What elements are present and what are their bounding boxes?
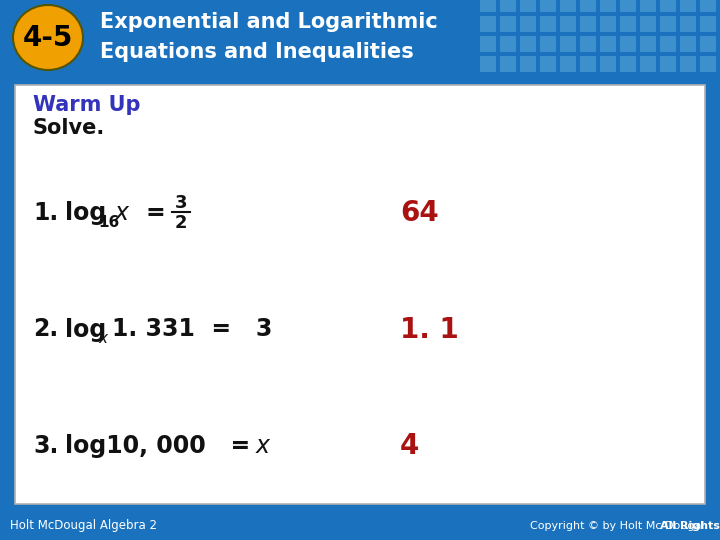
FancyBboxPatch shape [560, 16, 576, 32]
FancyBboxPatch shape [620, 0, 636, 12]
Text: $x$  =: $x$ = [114, 201, 164, 225]
Text: $x$: $x$ [255, 434, 271, 458]
FancyBboxPatch shape [0, 0, 720, 75]
FancyBboxPatch shape [660, 16, 676, 32]
FancyBboxPatch shape [520, 16, 536, 32]
FancyBboxPatch shape [640, 36, 656, 52]
FancyBboxPatch shape [540, 16, 556, 32]
FancyBboxPatch shape [620, 56, 636, 72]
Text: 2.: 2. [33, 318, 58, 341]
Text: 4: 4 [400, 432, 419, 460]
FancyBboxPatch shape [680, 16, 696, 32]
FancyBboxPatch shape [620, 16, 636, 32]
FancyBboxPatch shape [500, 16, 516, 32]
Text: 2: 2 [175, 214, 187, 232]
Text: Warm Up: Warm Up [33, 95, 140, 115]
FancyBboxPatch shape [500, 56, 516, 72]
Text: Equations and Inequalities: Equations and Inequalities [100, 42, 414, 62]
FancyBboxPatch shape [700, 0, 716, 12]
FancyBboxPatch shape [600, 56, 616, 72]
Text: log10, 000   =: log10, 000 = [65, 434, 266, 458]
FancyBboxPatch shape [480, 16, 496, 32]
FancyBboxPatch shape [640, 56, 656, 72]
Text: $x$: $x$ [98, 331, 109, 346]
Ellipse shape [13, 5, 83, 70]
FancyBboxPatch shape [480, 0, 496, 12]
Text: 3.: 3. [33, 434, 58, 458]
FancyBboxPatch shape [520, 56, 536, 72]
FancyBboxPatch shape [500, 36, 516, 52]
FancyBboxPatch shape [520, 36, 536, 52]
Text: 16: 16 [98, 215, 120, 230]
FancyBboxPatch shape [580, 36, 596, 52]
FancyBboxPatch shape [580, 16, 596, 32]
FancyBboxPatch shape [500, 0, 516, 12]
FancyBboxPatch shape [620, 36, 636, 52]
FancyBboxPatch shape [700, 16, 716, 32]
Text: 1. 331  =   3: 1. 331 = 3 [112, 318, 272, 341]
FancyBboxPatch shape [15, 85, 705, 504]
Text: Holt Mc​Dougal Algebra 2: Holt Mc​Dougal Algebra 2 [10, 519, 157, 532]
Text: 1.: 1. [33, 201, 58, 225]
FancyBboxPatch shape [700, 56, 716, 72]
FancyBboxPatch shape [640, 16, 656, 32]
FancyBboxPatch shape [680, 36, 696, 52]
FancyBboxPatch shape [660, 36, 676, 52]
FancyBboxPatch shape [580, 0, 596, 12]
Text: log: log [65, 318, 107, 341]
FancyBboxPatch shape [540, 0, 556, 12]
FancyBboxPatch shape [540, 56, 556, 72]
Text: All Rights Reserved.: All Rights Reserved. [660, 521, 720, 531]
FancyBboxPatch shape [680, 0, 696, 12]
FancyBboxPatch shape [520, 0, 536, 12]
FancyBboxPatch shape [660, 56, 676, 72]
FancyBboxPatch shape [560, 56, 576, 72]
FancyBboxPatch shape [560, 0, 576, 12]
Text: 64: 64 [400, 199, 438, 227]
FancyBboxPatch shape [700, 36, 716, 52]
FancyBboxPatch shape [0, 512, 720, 540]
FancyBboxPatch shape [640, 0, 656, 12]
FancyBboxPatch shape [600, 16, 616, 32]
FancyBboxPatch shape [660, 0, 676, 12]
Text: 3: 3 [175, 194, 187, 212]
FancyBboxPatch shape [480, 36, 496, 52]
FancyBboxPatch shape [560, 36, 576, 52]
Text: Exponential and Logarithmic: Exponential and Logarithmic [100, 12, 438, 32]
FancyBboxPatch shape [600, 0, 616, 12]
Text: log: log [65, 201, 107, 225]
FancyBboxPatch shape [600, 36, 616, 52]
FancyBboxPatch shape [480, 56, 496, 72]
FancyBboxPatch shape [680, 56, 696, 72]
FancyBboxPatch shape [540, 36, 556, 52]
Text: Copyright © by Holt Mc Dougal.: Copyright © by Holt Mc Dougal. [530, 521, 708, 531]
Text: Solve.: Solve. [33, 118, 105, 138]
FancyBboxPatch shape [580, 56, 596, 72]
Text: 4-5: 4-5 [23, 24, 73, 51]
Text: 1. 1: 1. 1 [400, 315, 459, 343]
